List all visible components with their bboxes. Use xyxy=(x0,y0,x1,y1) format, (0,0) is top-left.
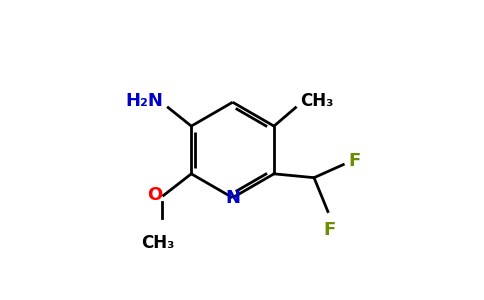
Text: F: F xyxy=(348,152,360,170)
Text: O: O xyxy=(148,186,163,204)
Text: CH₃: CH₃ xyxy=(141,234,174,252)
Text: CH₃: CH₃ xyxy=(300,92,333,110)
Text: N: N xyxy=(225,189,240,207)
Text: F: F xyxy=(323,221,335,239)
Text: H₂N: H₂N xyxy=(126,92,164,110)
